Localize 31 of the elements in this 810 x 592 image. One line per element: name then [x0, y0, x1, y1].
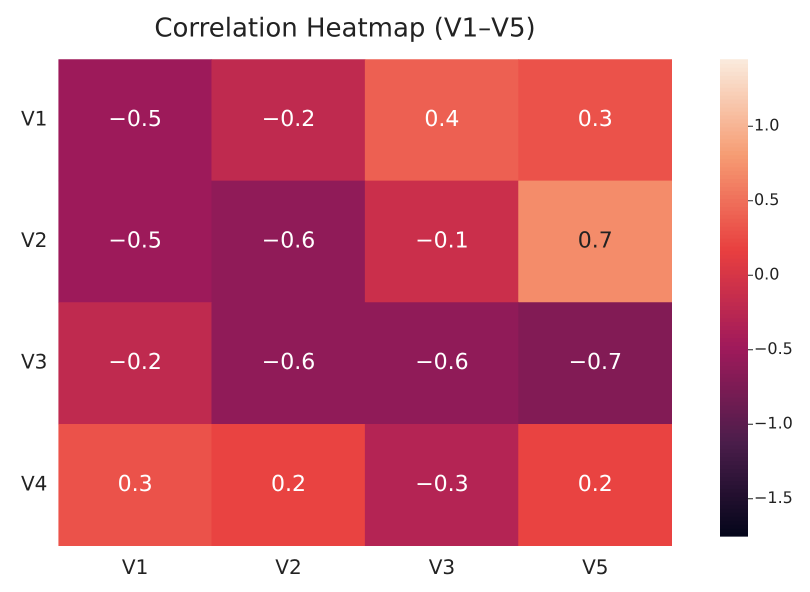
color-bar-label: −1.5	[754, 488, 793, 507]
data-label: −0.1	[415, 228, 469, 254]
y-tick-label: V2	[21, 228, 48, 252]
x-tick-label: V2	[275, 555, 302, 580]
x-tick-label: V5	[582, 555, 609, 580]
chart-title: Correlation Heatmap (V1–V5)	[154, 13, 536, 44]
data-label: 0.3	[118, 472, 153, 497]
data-label: −0.6	[415, 350, 469, 376]
data-label: −0.3	[415, 472, 469, 497]
color-bar-label: −1.0	[754, 413, 793, 432]
data-label: 0.2	[578, 472, 613, 497]
data-label: −0.6	[262, 228, 316, 254]
color-bar-label: −0.5	[754, 338, 793, 358]
data-label: −0.7	[568, 350, 622, 376]
data-label: 0.2	[271, 472, 306, 497]
y-tick-label: V4	[21, 471, 48, 496]
data-label: −0.5	[108, 106, 162, 132]
data-label: 0.7	[578, 228, 613, 254]
data-label: 0.4	[424, 106, 460, 132]
data-label: −0.2	[262, 106, 316, 132]
color-bar-label: 0.5	[754, 190, 780, 209]
x-tick-label: V1	[122, 555, 148, 580]
data-label: 0.3	[578, 106, 613, 132]
color-bar-label: 1.0	[754, 115, 780, 134]
x-tick-label: V3	[428, 555, 456, 580]
color-bar-label: 0.0	[754, 264, 780, 284]
y-tick-label: V3	[21, 350, 48, 374]
data-label: −0.5	[108, 228, 162, 254]
data-label: −0.6	[262, 350, 316, 376]
data-label: −0.2	[108, 350, 162, 376]
y-tick-label: V1	[21, 106, 48, 130]
